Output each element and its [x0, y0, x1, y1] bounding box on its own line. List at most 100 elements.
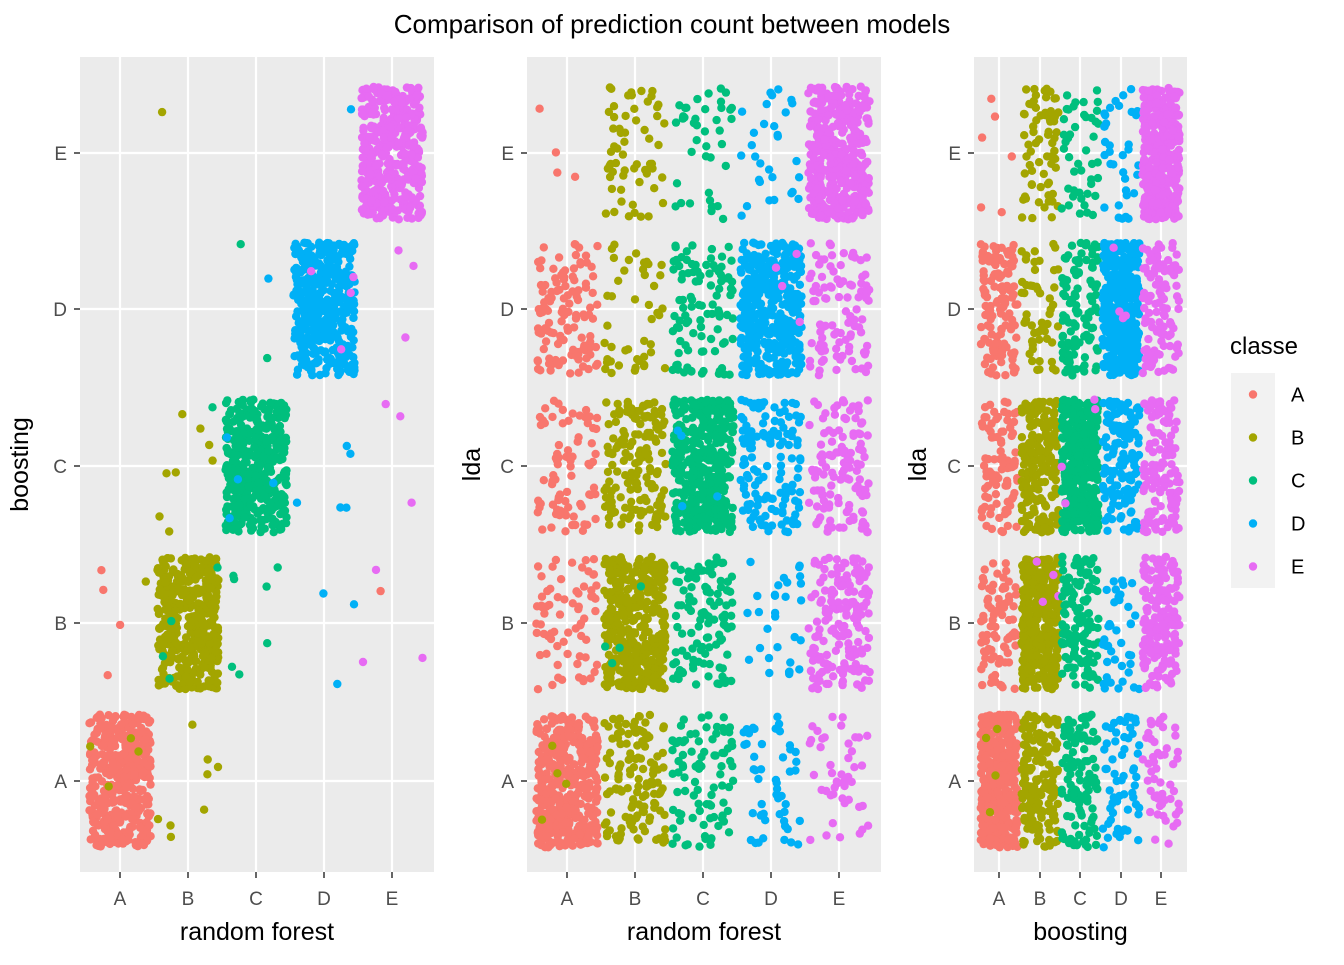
data-point: [610, 254, 618, 262]
data-point: [618, 558, 626, 566]
data-point: [806, 836, 814, 844]
data-point: [540, 298, 548, 306]
data-point: [753, 592, 761, 600]
data-point: [602, 398, 610, 406]
x-tick-label: D: [317, 889, 331, 910]
data-point: [807, 593, 815, 601]
data-point: [213, 679, 221, 687]
data-point: [161, 578, 169, 586]
data-point: [700, 445, 708, 453]
data-point: [828, 769, 836, 777]
data-point: [675, 349, 683, 357]
x-tick-label: E: [386, 889, 399, 910]
x-tick-label: C: [249, 889, 263, 910]
data-point: [536, 366, 544, 374]
data-point: [291, 326, 299, 334]
data-point: [726, 524, 734, 532]
data-point: [281, 507, 289, 515]
data-point: [347, 105, 355, 113]
data-point: [641, 718, 649, 726]
data-point: [629, 722, 637, 730]
data-point: [556, 610, 564, 618]
data-point: [702, 261, 710, 269]
data-point: [724, 410, 732, 418]
data-point: [545, 319, 553, 327]
data-point: [160, 640, 168, 648]
data-point: [810, 771, 818, 779]
data-point: [568, 559, 576, 567]
data-point: [729, 428, 737, 436]
data-point: [677, 810, 685, 818]
data-point: [307, 367, 315, 375]
data-point: [559, 268, 567, 276]
data-point: [654, 467, 662, 475]
data-point: [575, 603, 583, 611]
data-point: [304, 239, 312, 247]
data-point: [603, 683, 611, 691]
data-point: [316, 289, 324, 297]
data-point: [645, 588, 653, 596]
data-point: [835, 640, 843, 648]
data-point: [548, 477, 556, 485]
data-point: [673, 408, 681, 416]
data-point: [242, 458, 250, 466]
data-point: [760, 495, 768, 503]
data-point: [607, 668, 615, 676]
data-point: [140, 758, 148, 766]
data-point: [728, 738, 736, 746]
data-point: [416, 132, 424, 140]
data-point: [238, 413, 246, 421]
data-point: [715, 370, 723, 378]
data-point: [648, 605, 656, 613]
data-point: [643, 642, 651, 650]
data-point: [624, 784, 632, 792]
data-point: [343, 308, 351, 316]
data-point: [772, 725, 780, 733]
data-point: [670, 312, 678, 320]
data-point: [256, 461, 264, 469]
data-point: [607, 808, 615, 816]
data-point: [796, 488, 804, 496]
data-point: [677, 601, 685, 609]
data-point: [862, 491, 870, 499]
data-point: [234, 475, 242, 483]
data-point: [717, 448, 725, 456]
data-point: [655, 561, 663, 569]
data-point: [782, 800, 790, 808]
data-point: [717, 762, 725, 770]
data-point: [812, 520, 820, 528]
data-point: [727, 622, 735, 630]
data-point: [376, 214, 384, 222]
data-point: [821, 409, 829, 417]
data-point: [221, 466, 229, 474]
data-point: [707, 335, 715, 343]
data-point: [715, 312, 723, 320]
data-point: [633, 593, 641, 601]
data-point: [713, 492, 721, 500]
data-point: [727, 257, 735, 265]
data-point: [672, 527, 680, 535]
data-point: [651, 515, 659, 523]
data-point: [559, 828, 567, 836]
data-point: [585, 311, 593, 319]
data-point: [118, 751, 126, 759]
data-point: [132, 803, 140, 811]
data-point: [99, 586, 107, 594]
data-point: [744, 506, 752, 514]
data-point: [256, 516, 264, 524]
data-point: [658, 449, 666, 457]
data-point: [631, 366, 639, 374]
data-point: [695, 301, 703, 309]
data-point: [739, 415, 747, 423]
data-point: [96, 798, 104, 806]
data-point: [343, 442, 351, 450]
data-point: [773, 713, 781, 721]
data-point: [641, 450, 649, 458]
data-point: [794, 464, 802, 472]
data-point: [691, 435, 699, 443]
data-point: [586, 332, 594, 340]
data-point: [626, 749, 634, 757]
data-point: [743, 609, 751, 617]
data-point: [808, 466, 816, 474]
data-point: [603, 829, 611, 837]
